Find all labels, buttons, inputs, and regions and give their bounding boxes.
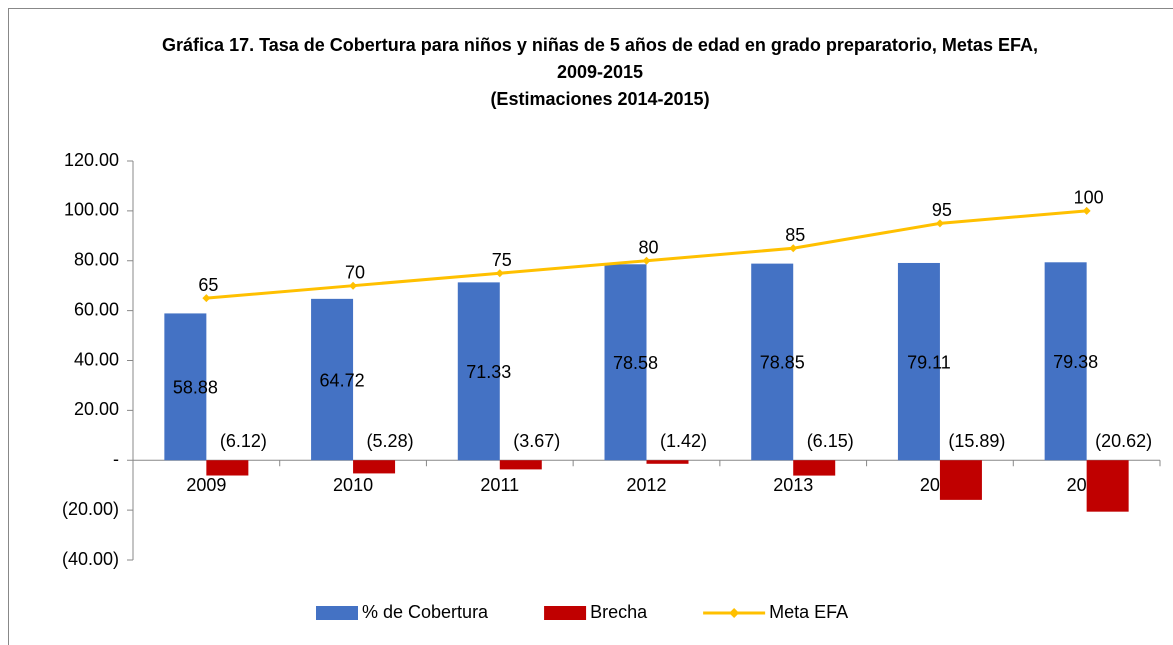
value-label: 71.33 [466, 362, 511, 382]
bar [604, 264, 647, 461]
line-marker [935, 219, 944, 228]
bar [646, 460, 689, 464]
value-label: (5.28) [367, 431, 414, 451]
chart-border [8, 8, 1173, 645]
line-marker [349, 281, 358, 290]
value-label: 64.72 [320, 370, 365, 390]
value-label: 95 [932, 200, 952, 220]
legend-swatch [316, 606, 358, 620]
value-label: 85 [785, 225, 805, 245]
y-tick-label: 80.00 [74, 250, 119, 270]
value-label: (3.67) [513, 431, 560, 451]
value-label: 75 [492, 250, 512, 270]
value-label: 58.88 [173, 378, 218, 398]
y-tick-label: - [113, 449, 119, 469]
legend-marker [729, 608, 740, 618]
value-label: (1.42) [660, 431, 707, 451]
value-label: 79.11 [907, 352, 951, 372]
line-marker [642, 256, 651, 265]
legend-swatch [544, 606, 587, 620]
value-label: 70 [345, 262, 365, 282]
chart-subtitle: (Estimaciones 2014-2015) [490, 89, 710, 109]
bar [457, 282, 500, 461]
bar [1044, 262, 1087, 461]
x-tick-label: 2010 [333, 475, 373, 495]
x-tick-label: 2011 [480, 475, 519, 495]
line-marker [495, 269, 504, 278]
bar [897, 262, 940, 461]
y-tick-label: (20.00) [62, 499, 119, 519]
value-label: 80 [638, 238, 658, 258]
y-tick-label: (40.00) [62, 549, 119, 569]
legend-label: Meta EFA [769, 602, 848, 622]
x-tick-label: 2013 [773, 475, 813, 495]
bar [793, 460, 836, 476]
y-tick-label: 60.00 [74, 299, 119, 319]
y-tick-label: 20.00 [74, 399, 119, 419]
x-tick-label: 2009 [186, 475, 226, 495]
x-tick-label: 2012 [626, 475, 666, 495]
chart-title-block: Gráfica 17. Tasa de Cobertura para niños… [160, 32, 1040, 113]
y-tick-label: 100.00 [64, 200, 119, 220]
value-label: 65 [198, 275, 218, 295]
bar [499, 460, 542, 470]
line-marker [1082, 206, 1091, 215]
bar [311, 298, 354, 461]
y-tick-label: 40.00 [74, 349, 119, 369]
value-label: 79.38 [1053, 352, 1098, 372]
bar [164, 313, 207, 461]
chart-title: Gráfica 17. Tasa de Cobertura para niños… [162, 35, 1038, 82]
bar [1086, 460, 1129, 512]
value-label: 100 [1074, 188, 1104, 208]
value-label: (20.62) [1095, 431, 1152, 451]
bar [751, 263, 794, 461]
legend-label: % de Cobertura [362, 602, 489, 622]
value-label: (15.89) [948, 431, 1005, 451]
y-tick-label: 120.00 [64, 150, 119, 170]
value-label: (6.15) [807, 431, 854, 451]
line-marker [202, 294, 211, 303]
value-label: 78.58 [613, 353, 658, 373]
line-marker [789, 244, 798, 253]
bar [206, 460, 249, 476]
bar [353, 460, 396, 474]
value-label: (6.12) [220, 431, 267, 451]
legend-label: Brecha [590, 602, 648, 622]
bar [939, 460, 982, 500]
value-label: 78.85 [760, 353, 805, 373]
